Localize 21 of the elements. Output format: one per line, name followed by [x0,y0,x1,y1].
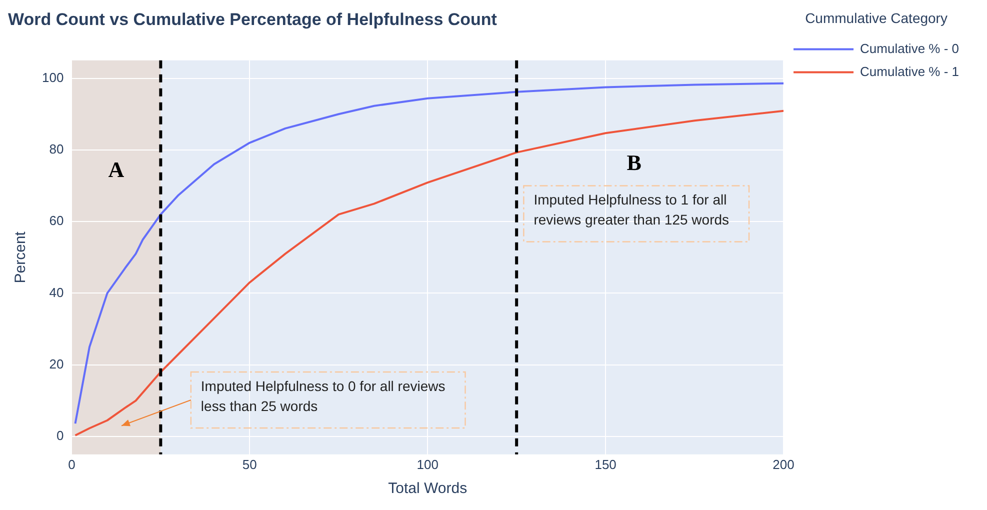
chart-title: Word Count vs Cumulative Percentage of Helpfulness Count [8,10,498,29]
legend-label: Cumulative % - 0 [860,40,960,56]
y-tick-label: 80 [49,142,64,157]
x-tick-label: 50 [242,456,257,472]
y-tick-label: 40 [49,284,64,300]
x-tick-label: 100 [416,456,438,472]
annotation: Imputed Helpfulness to 0 for all reviews less than 25 words [200,378,446,414]
annotation: Imputed Helpfulness to 1 for all reviews greater than 125 words [534,192,730,228]
y-tick-label: 0 [56,428,64,444]
x-tick-label: 200 [772,456,794,472]
x-axis-title: Total Words [388,480,468,498]
x-tick-label: 0 [68,456,76,472]
x-tick-label: 150 [594,456,616,472]
y-axis-title: Percent [12,230,30,284]
y-tick-label: 20 [49,356,64,372]
legend-label: Cumulative % - 1 [860,64,960,79]
legend-title: Cummulative Category [805,10,948,26]
y-tick-label: 60 [49,213,64,228]
y-tick-label: 100 [42,70,64,85]
annotation: B [626,150,642,175]
band-label: A [108,157,124,182]
